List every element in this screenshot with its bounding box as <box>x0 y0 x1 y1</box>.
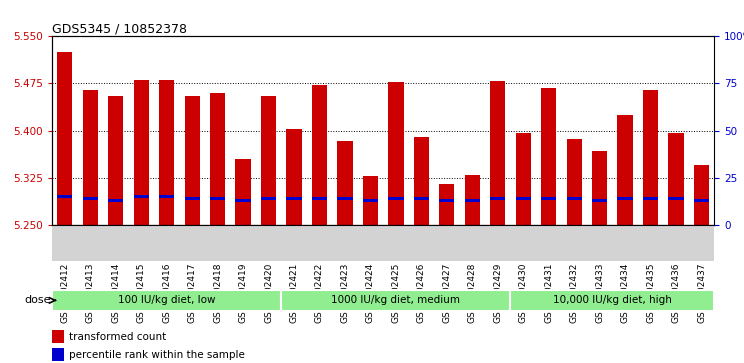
Bar <box>414 197 429 200</box>
Bar <box>465 175 480 225</box>
Bar <box>618 197 632 200</box>
Text: transformed count: transformed count <box>68 332 166 342</box>
Bar <box>414 137 429 225</box>
Bar <box>643 90 658 225</box>
Bar <box>52 348 64 361</box>
FancyBboxPatch shape <box>510 290 714 311</box>
FancyBboxPatch shape <box>52 290 281 311</box>
Bar <box>134 80 149 225</box>
Bar <box>490 81 505 225</box>
Bar <box>566 197 582 200</box>
Bar <box>108 96 124 225</box>
Bar <box>235 159 251 225</box>
Bar <box>312 197 327 200</box>
Bar <box>694 199 709 202</box>
Bar <box>337 197 353 200</box>
FancyBboxPatch shape <box>281 290 510 311</box>
Bar <box>363 199 378 202</box>
Bar <box>337 141 353 225</box>
Bar <box>388 82 403 225</box>
Bar <box>57 196 72 198</box>
Bar <box>490 197 505 200</box>
Bar <box>312 85 327 225</box>
Bar <box>134 196 149 198</box>
Text: 1000 IU/kg diet, medium: 1000 IU/kg diet, medium <box>331 295 461 305</box>
Text: percentile rank within the sample: percentile rank within the sample <box>68 350 245 360</box>
Bar <box>57 52 72 225</box>
Bar <box>439 184 455 225</box>
Bar <box>465 199 480 202</box>
Bar <box>159 196 174 198</box>
Bar <box>261 96 276 225</box>
Bar <box>185 96 200 225</box>
Bar <box>516 197 531 200</box>
Bar <box>363 176 378 225</box>
Text: 100 IU/kg diet, low: 100 IU/kg diet, low <box>118 295 216 305</box>
Bar <box>566 139 582 225</box>
Bar <box>235 199 251 202</box>
Bar <box>108 199 124 202</box>
Bar <box>210 197 225 200</box>
Bar <box>185 197 200 200</box>
Bar <box>668 197 684 200</box>
Bar <box>592 199 607 202</box>
Bar <box>210 93 225 225</box>
Bar <box>52 330 64 343</box>
Bar <box>261 197 276 200</box>
Bar <box>541 197 557 200</box>
Bar <box>592 151 607 225</box>
Bar <box>618 115 632 225</box>
Bar <box>694 165 709 225</box>
Bar <box>439 199 455 202</box>
Bar <box>643 197 658 200</box>
Text: 10,000 IU/kg diet, high: 10,000 IU/kg diet, high <box>553 295 672 305</box>
Text: dose: dose <box>24 295 51 305</box>
Bar <box>159 80 174 225</box>
Bar <box>286 129 301 225</box>
Bar <box>83 90 98 225</box>
Bar <box>388 197 403 200</box>
Bar <box>541 88 557 225</box>
Bar <box>286 197 301 200</box>
Bar <box>668 132 684 225</box>
Bar <box>83 197 98 200</box>
Bar <box>516 132 531 225</box>
Text: GDS5345 / 10852378: GDS5345 / 10852378 <box>52 22 187 35</box>
